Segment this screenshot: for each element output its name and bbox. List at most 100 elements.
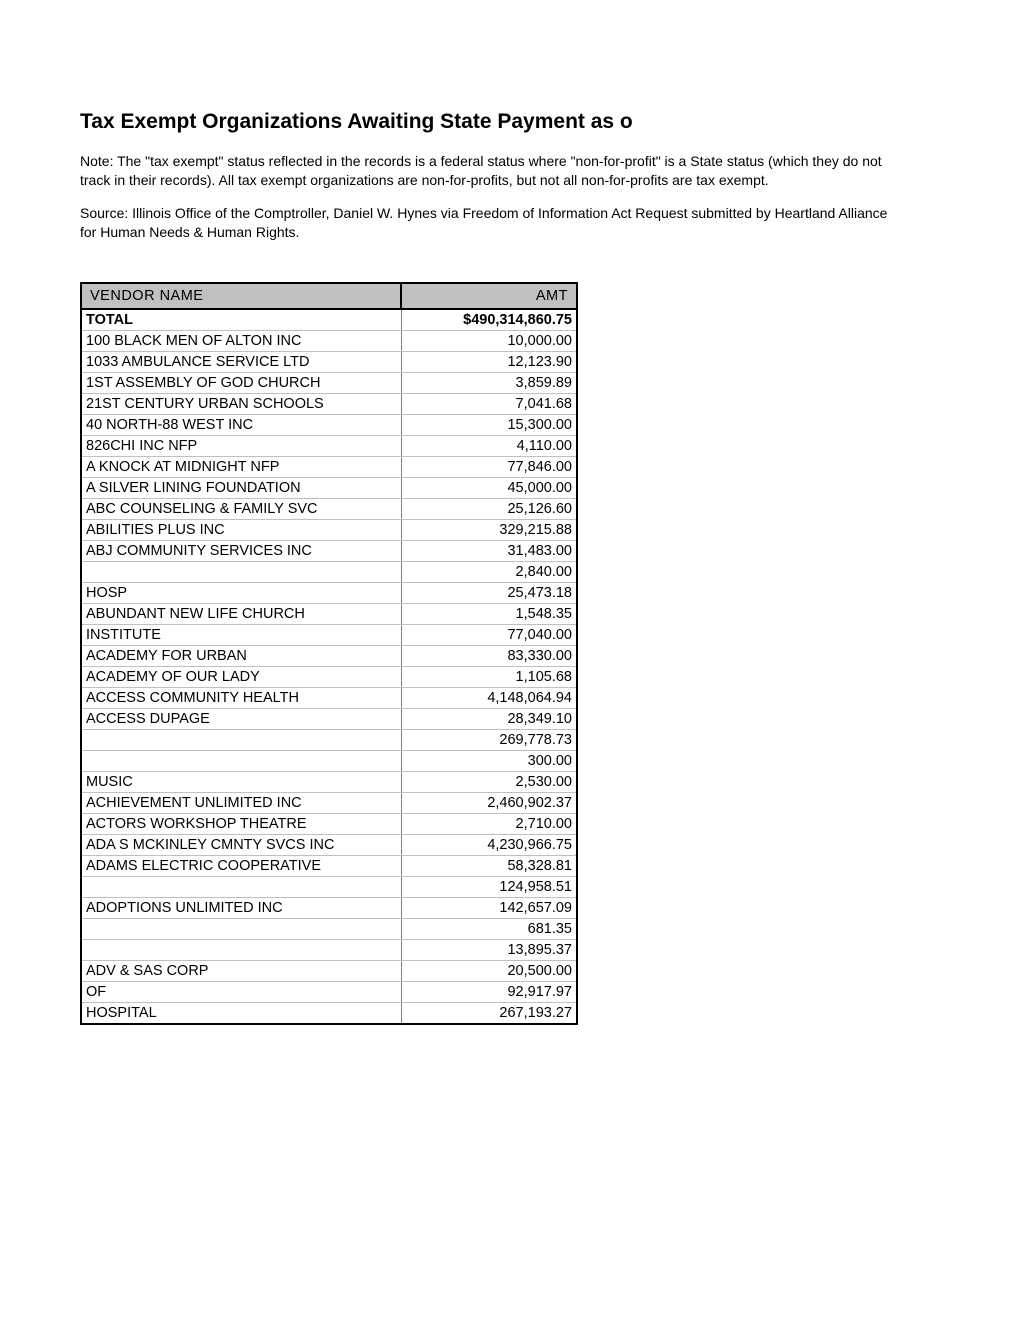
table-row: HOSPITAL267,193.27 — [81, 1002, 577, 1024]
amt-cell: 267,193.27 — [401, 1002, 577, 1024]
table-row: ADOPTIONS UNLIMITED INC142,657.09 — [81, 897, 577, 918]
vendor-cell — [81, 729, 401, 750]
vendor-cell: ABJ COMMUNITY SERVICES INC — [81, 540, 401, 561]
vendor-cell: ACADEMY FOR URBAN — [81, 645, 401, 666]
amt-cell: 31,483.00 — [401, 540, 577, 561]
table-header-row: VENDOR NAME AMT — [81, 283, 577, 309]
amt-cell: 77,040.00 — [401, 624, 577, 645]
table-row: ACADEMY OF OUR LADY1,105.68 — [81, 666, 577, 687]
total-label: TOTAL — [81, 309, 401, 331]
vendor-cell — [81, 939, 401, 960]
vendor-cell: ACCESS DUPAGE — [81, 708, 401, 729]
table-row: ADA S MCKINLEY CMNTY SVCS INC4,230,966.7… — [81, 834, 577, 855]
table-row: ABUNDANT NEW LIFE CHURCH1,548.35 — [81, 603, 577, 624]
amt-cell: 4,230,966.75 — [401, 834, 577, 855]
vendor-cell: HOSP — [81, 582, 401, 603]
table-row: 13,895.37 — [81, 939, 577, 960]
table-row: ACADEMY FOR URBAN83,330.00 — [81, 645, 577, 666]
total-row: TOTAL$490,314,860.75 — [81, 309, 577, 331]
vendor-cell: ABUNDANT NEW LIFE CHURCH — [81, 603, 401, 624]
table-row: 826CHI INC NFP4,110.00 — [81, 435, 577, 456]
table-row: MUSIC2,530.00 — [81, 771, 577, 792]
vendor-cell: ABILITIES PLUS INC — [81, 519, 401, 540]
amt-cell: 20,500.00 — [401, 960, 577, 981]
table-row: ABJ COMMUNITY SERVICES INC31,483.00 — [81, 540, 577, 561]
table-row: 681.35 — [81, 918, 577, 939]
header-amt: AMT — [401, 283, 577, 309]
vendor-cell: ACADEMY OF OUR LADY — [81, 666, 401, 687]
vendor-cell: INSTITUTE — [81, 624, 401, 645]
vendor-cell: ACCESS COMMUNITY HEALTH — [81, 687, 401, 708]
vendor-cell: ACTORS WORKSHOP THEATRE — [81, 813, 401, 834]
table-row: INSTITUTE77,040.00 — [81, 624, 577, 645]
vendor-cell: 40 NORTH-88 WEST INC — [81, 414, 401, 435]
amt-cell: 10,000.00 — [401, 330, 577, 351]
amt-cell: 92,917.97 — [401, 981, 577, 1002]
amt-cell: 15,300.00 — [401, 414, 577, 435]
vendor-cell: MUSIC — [81, 771, 401, 792]
amt-cell: 77,846.00 — [401, 456, 577, 477]
amt-cell: 142,657.09 — [401, 897, 577, 918]
amt-cell: 2,840.00 — [401, 561, 577, 582]
amt-cell: 58,328.81 — [401, 855, 577, 876]
table-row: ACHIEVEMENT UNLIMITED INC2,460,902.37 — [81, 792, 577, 813]
table-row: 269,778.73 — [81, 729, 577, 750]
table-row: OF92,917.97 — [81, 981, 577, 1002]
amt-cell: 25,473.18 — [401, 582, 577, 603]
vendor-cell: ABC COUNSELING & FAMILY SVC — [81, 498, 401, 519]
amt-cell: 3,859.89 — [401, 372, 577, 393]
vendor-cell: 1ST ASSEMBLY OF GOD CHURCH — [81, 372, 401, 393]
vendor-cell: 1033 AMBULANCE SERVICE LTD — [81, 351, 401, 372]
table-row: 1ST ASSEMBLY OF GOD CHURCH3,859.89 — [81, 372, 577, 393]
vendor-cell — [81, 561, 401, 582]
amt-cell: 329,215.88 — [401, 519, 577, 540]
table-body: TOTAL$490,314,860.75100 BLACK MEN OF ALT… — [81, 309, 577, 1024]
amt-cell: 13,895.37 — [401, 939, 577, 960]
vendor-cell: A KNOCK AT MIDNIGHT NFP — [81, 456, 401, 477]
vendor-cell: OF — [81, 981, 401, 1002]
table-row: ADV & SAS CORP20,500.00 — [81, 960, 577, 981]
header-vendor-name: VENDOR NAME — [81, 283, 401, 309]
vendor-cell: 100 BLACK MEN OF ALTON INC — [81, 330, 401, 351]
amt-cell: 2,710.00 — [401, 813, 577, 834]
table-row: ACCESS COMMUNITY HEALTH4,148,064.94 — [81, 687, 577, 708]
table-row: 40 NORTH-88 WEST INC15,300.00 — [81, 414, 577, 435]
amt-cell: 25,126.60 — [401, 498, 577, 519]
table-row: 300.00 — [81, 750, 577, 771]
vendor-cell: ADV & SAS CORP — [81, 960, 401, 981]
page-title: Tax Exempt Organizations Awaiting State … — [80, 110, 940, 134]
amt-cell: 1,548.35 — [401, 603, 577, 624]
table-row: 2,840.00 — [81, 561, 577, 582]
total-amount: $490,314,860.75 — [401, 309, 577, 331]
vendor-cell: ACHIEVEMENT UNLIMITED INC — [81, 792, 401, 813]
table-row: 100 BLACK MEN OF ALTON INC10,000.00 — [81, 330, 577, 351]
amt-cell: 269,778.73 — [401, 729, 577, 750]
vendor-cell: A SILVER LINING FOUNDATION — [81, 477, 401, 498]
vendor-cell: 21ST CENTURY URBAN SCHOOLS — [81, 393, 401, 414]
table-row: ADAMS ELECTRIC COOPERATIVE58,328.81 — [81, 855, 577, 876]
vendor-cell: ADA S MCKINLEY CMNTY SVCS INC — [81, 834, 401, 855]
vendor-cell: 826CHI INC NFP — [81, 435, 401, 456]
amt-cell: 7,041.68 — [401, 393, 577, 414]
table-row: ABILITIES PLUS INC329,215.88 — [81, 519, 577, 540]
table-row: A KNOCK AT MIDNIGHT NFP77,846.00 — [81, 456, 577, 477]
amt-cell: 4,148,064.94 — [401, 687, 577, 708]
table-row: HOSP25,473.18 — [81, 582, 577, 603]
vendor-cell: ADAMS ELECTRIC COOPERATIVE — [81, 855, 401, 876]
amt-cell: 28,349.10 — [401, 708, 577, 729]
table-row: 21ST CENTURY URBAN SCHOOLS7,041.68 — [81, 393, 577, 414]
vendor-cell — [81, 876, 401, 897]
note-text: Note: The "tax exempt" status reflected … — [80, 152, 900, 190]
amt-cell: 83,330.00 — [401, 645, 577, 666]
amt-cell: 681.35 — [401, 918, 577, 939]
source-text: Source: Illinois Office of the Comptroll… — [80, 204, 900, 242]
table-row: ACTORS WORKSHOP THEATRE2,710.00 — [81, 813, 577, 834]
table-row: 1033 AMBULANCE SERVICE LTD12,123.90 — [81, 351, 577, 372]
amt-cell: 2,460,902.37 — [401, 792, 577, 813]
amt-cell: 124,958.51 — [401, 876, 577, 897]
vendor-cell: HOSPITAL — [81, 1002, 401, 1024]
amt-cell: 1,105.68 — [401, 666, 577, 687]
amt-cell: 2,530.00 — [401, 771, 577, 792]
table-row: ABC COUNSELING & FAMILY SVC25,126.60 — [81, 498, 577, 519]
vendor-cell — [81, 750, 401, 771]
